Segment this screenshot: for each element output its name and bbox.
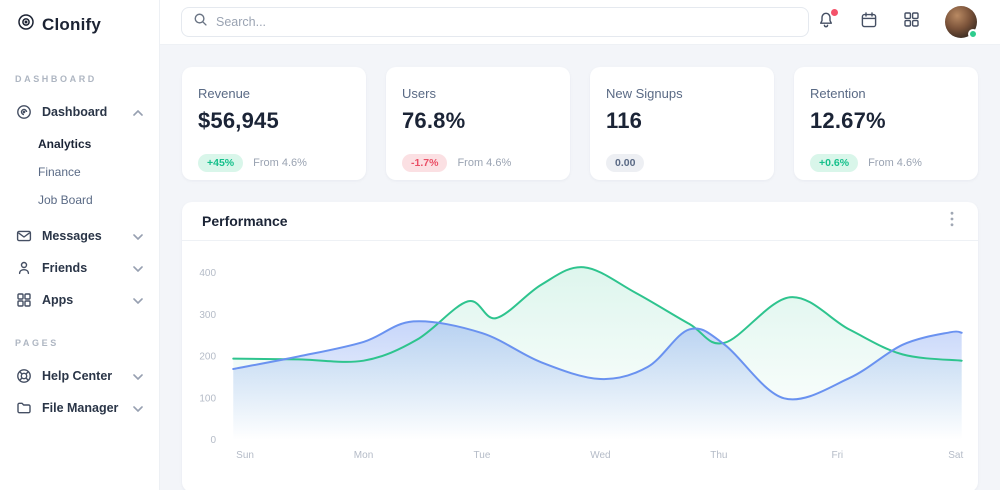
search-icon bbox=[193, 12, 208, 32]
stat-card-new-signups: New Signups 116 0.00 bbox=[590, 67, 774, 180]
mail-icon bbox=[16, 228, 32, 244]
stats-row: Revenue $56,945 +45% From 4.6% Users 76.… bbox=[182, 67, 978, 180]
notifications-button[interactable] bbox=[817, 8, 838, 34]
performance-panel-header: Performance bbox=[182, 202, 978, 241]
topbar-actions bbox=[817, 6, 978, 39]
svg-text:400: 400 bbox=[199, 268, 216, 279]
stat-value: $56,945 bbox=[198, 108, 279, 133]
calendar-button[interactable] bbox=[860, 11, 878, 34]
lifebuoy-icon bbox=[16, 368, 32, 384]
sidebar-item-dashboard[interactable]: Dashboard bbox=[0, 96, 159, 128]
main-area: Revenue $56,945 +45% From 4.6% Users 76.… bbox=[160, 0, 1000, 490]
svg-text:Wed: Wed bbox=[590, 450, 610, 461]
disc-icon bbox=[16, 104, 32, 120]
svg-text:0: 0 bbox=[210, 435, 216, 446]
sidebar-item-label: Help Center bbox=[42, 369, 113, 383]
svg-text:Mon: Mon bbox=[354, 450, 373, 461]
performance-panel: Performance 0 100 200 300 400 Sun Mon Tue Wed Thu… bbox=[182, 202, 978, 490]
svg-text:Sun: Sun bbox=[236, 450, 254, 461]
sidebar-subitem-job-board[interactable]: Job Board bbox=[38, 193, 93, 207]
chevron-down-icon bbox=[133, 369, 143, 383]
chevron-down-icon bbox=[133, 229, 143, 243]
apps-grid-icon bbox=[903, 11, 920, 33]
search-input[interactable] bbox=[216, 15, 797, 29]
brand-logo[interactable]: Clonify bbox=[0, 13, 159, 36]
svg-text:200: 200 bbox=[199, 352, 216, 363]
sidebar-item-label: Apps bbox=[42, 293, 74, 307]
dashboard-sub-list: Analytics Finance Job Board bbox=[0, 128, 159, 220]
status-badge: -1.7% bbox=[402, 153, 448, 173]
sidebar-item-file-manager[interactable]: File Manager bbox=[0, 392, 159, 424]
svg-text:Tue: Tue bbox=[474, 450, 491, 461]
search-box bbox=[181, 7, 809, 37]
sidebar-item-apps[interactable]: Apps bbox=[0, 284, 159, 316]
apps-launcher-button[interactable] bbox=[903, 11, 920, 33]
sidebar-item-messages[interactable]: Messages bbox=[0, 220, 159, 252]
stat-card-users: Users 76.8% -1.7% From 4.6% bbox=[386, 67, 570, 180]
chevron-down-icon bbox=[133, 261, 143, 275]
stat-note: From 4.6% bbox=[457, 157, 512, 169]
stat-value: 76.8% bbox=[402, 108, 466, 133]
section-label-dashboard: DASHBOARD bbox=[15, 74, 97, 84]
sidebar-item-label: Dashboard bbox=[42, 105, 108, 119]
svg-text:100: 100 bbox=[199, 393, 216, 404]
section-label-pages: PAGES bbox=[15, 338, 59, 348]
sidebar-subitem-analytics[interactable]: Analytics bbox=[38, 137, 92, 151]
chevron-up-icon bbox=[133, 105, 143, 119]
online-status-dot bbox=[968, 29, 978, 39]
user-icon bbox=[16, 260, 32, 276]
status-badge: +45% bbox=[198, 153, 244, 173]
avatar[interactable] bbox=[945, 6, 978, 39]
sidebar: Clonify DASHBOARD Dashboard Analytics Fi… bbox=[0, 0, 160, 490]
sidebar-item-label: Friends bbox=[42, 261, 88, 275]
panel-title: Performance bbox=[202, 213, 288, 229]
notification-dot bbox=[831, 8, 838, 16]
brand-name: Clonify bbox=[42, 14, 102, 34]
stat-note: From 4.6% bbox=[868, 157, 922, 169]
panel-menu-button[interactable] bbox=[944, 207, 960, 236]
stat-note: From 4.6% bbox=[253, 157, 307, 169]
stat-card-retention: Retention 12.67% +0.6% From 4.6% bbox=[794, 67, 978, 180]
sidebar-item-help-center[interactable]: Help Center bbox=[0, 360, 159, 392]
grid-icon bbox=[16, 292, 32, 308]
topbar bbox=[160, 0, 1000, 45]
sidebar-subitem-finance[interactable]: Finance bbox=[38, 165, 81, 179]
chevron-down-icon bbox=[133, 293, 143, 307]
stat-title: New Signups bbox=[606, 86, 683, 101]
svg-text:Fri: Fri bbox=[831, 450, 843, 461]
stat-value: 12.67% bbox=[810, 108, 886, 133]
performance-chart: 0 100 200 300 400 Sun Mon Tue Wed Thu Fri Sat bbox=[199, 266, 964, 461]
status-badge: 0.00 bbox=[606, 153, 645, 173]
content: Revenue $56,945 +45% From 4.6% Users 76.… bbox=[160, 45, 1000, 490]
stat-card-revenue: Revenue $56,945 +45% From 4.6% bbox=[182, 67, 366, 180]
folder-icon bbox=[16, 400, 32, 416]
svg-text:300: 300 bbox=[199, 310, 216, 321]
calendar-icon bbox=[860, 11, 878, 34]
stat-title: Retention bbox=[810, 86, 866, 101]
svg-text:Thu: Thu bbox=[710, 450, 727, 461]
bell-icon bbox=[817, 11, 835, 34]
svg-text:Sat: Sat bbox=[948, 450, 963, 461]
stat-title: Users bbox=[402, 86, 436, 101]
sidebar-item-label: Messages bbox=[42, 229, 102, 243]
sidebar-item-label: File Manager bbox=[42, 401, 119, 415]
stat-value: 116 bbox=[606, 108, 643, 133]
status-badge: +0.6% bbox=[810, 153, 859, 173]
clonify-logo-icon bbox=[17, 13, 35, 36]
kebab-menu-icon bbox=[950, 211, 954, 232]
chevron-down-icon bbox=[133, 401, 143, 415]
sidebar-item-friends[interactable]: Friends bbox=[0, 252, 159, 284]
stat-title: Revenue bbox=[198, 86, 251, 101]
